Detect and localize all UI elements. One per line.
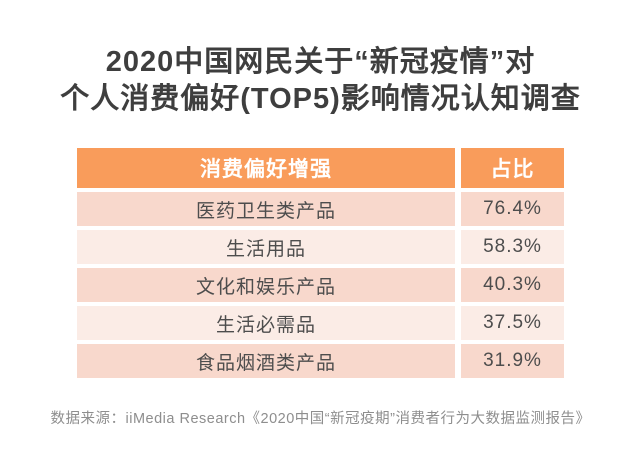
table-row: 文化和娱乐产品 40.3% [77, 268, 564, 302]
table-row: 医药卫生类产品 76.4% [77, 192, 564, 226]
category-cell: 食品烟酒类产品 [77, 344, 455, 378]
table-row: 食品烟酒类产品 31.9% [77, 344, 564, 378]
share-cell: 31.9% [461, 344, 564, 378]
table-header-row: 消费偏好增强 占比 [77, 148, 564, 188]
header-share: 占比 [461, 148, 564, 188]
page-title-line-2: 个人消费偏好(TOP5)影响情况认知调查 [60, 83, 581, 115]
share-cell: 40.3% [461, 268, 564, 302]
table-row: 生活用品 58.3% [77, 230, 564, 264]
page-title: 2020中国网民关于“新冠疫情”对 个人消费偏好(TOP5)影响情况认知调查 [0, 44, 641, 118]
data-source: 数据来源：iiMedia Research《2020中国“新冠疫期”消费者行为大… [50, 411, 591, 427]
category-cell: 生活必需品 [77, 306, 455, 340]
header-category: 消费偏好增强 [77, 148, 455, 188]
category-cell: 文化和娱乐产品 [77, 268, 455, 302]
page-title-line-1: 2020中国网民关于“新冠疫情”对 [105, 46, 536, 78]
table-row: 生活必需品 37.5% [77, 306, 564, 340]
share-cell: 58.3% [461, 230, 564, 264]
category-cell: 医药卫生类产品 [77, 192, 455, 226]
share-cell: 76.4% [461, 192, 564, 226]
category-cell: 生活用品 [77, 230, 455, 264]
preference-table: 消费偏好增强 占比 医药卫生类产品 76.4% 生活用品 58.3% 文化和娱乐… [77, 148, 564, 382]
share-cell: 37.5% [461, 306, 564, 340]
